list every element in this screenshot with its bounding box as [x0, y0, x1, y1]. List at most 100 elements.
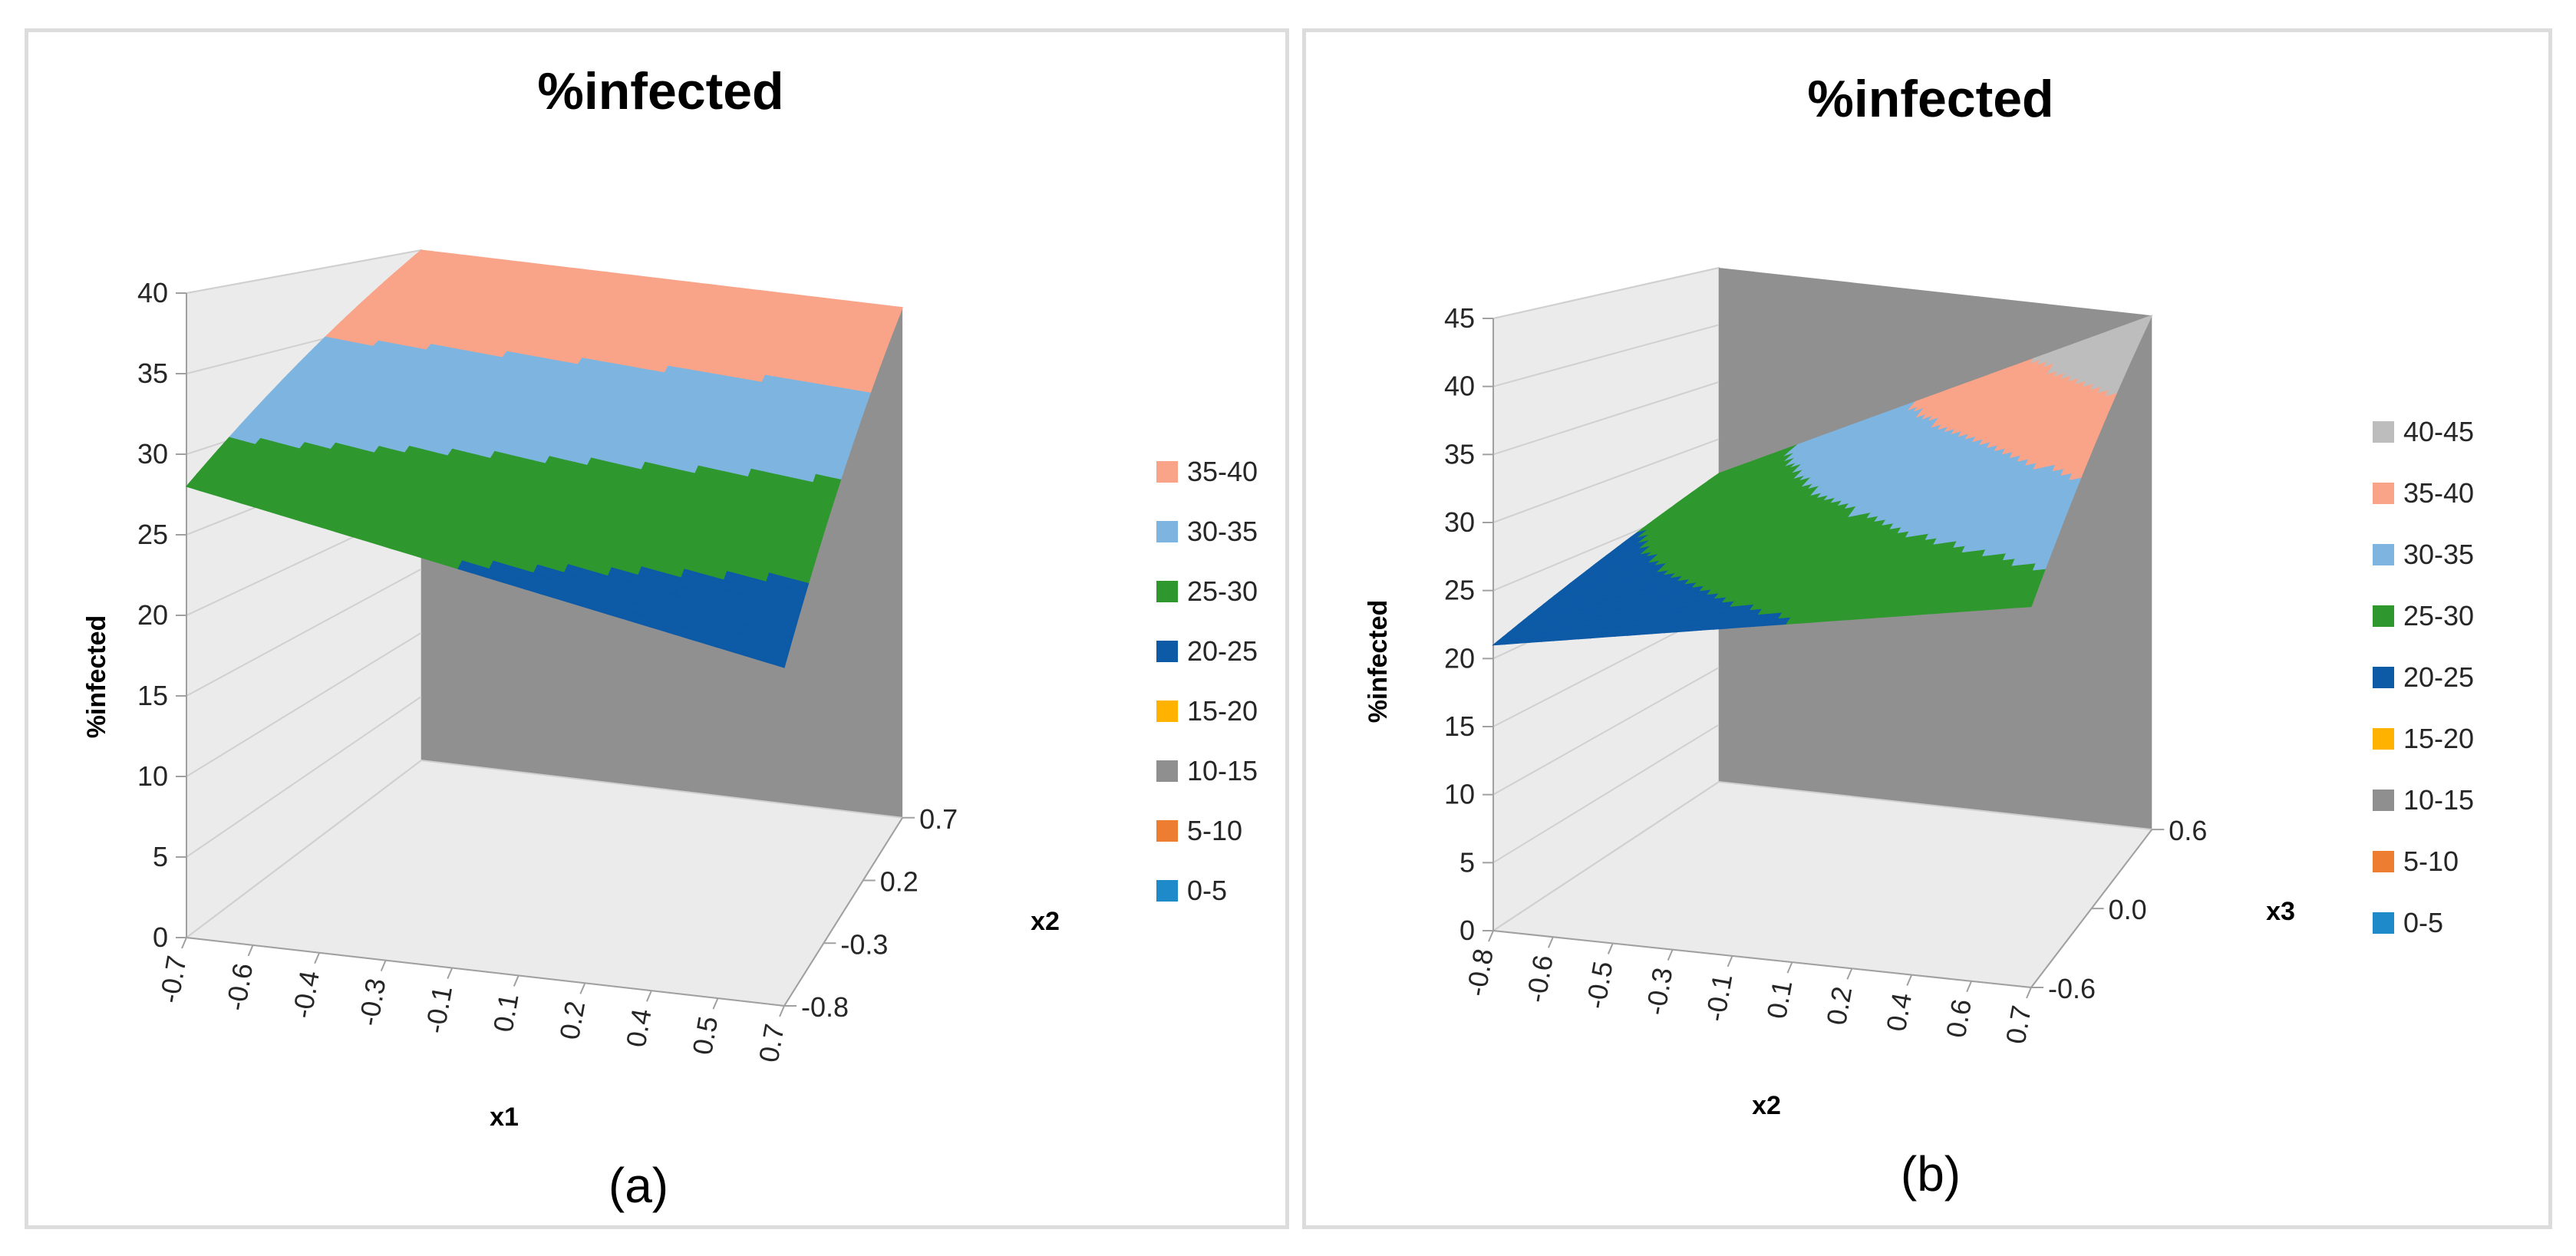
z-tick-label: 30	[137, 438, 168, 470]
y-tick-label: -0.6	[2048, 973, 2096, 1004]
legend-label: 5-10	[1187, 815, 1242, 846]
legend-swatch	[2373, 544, 2394, 565]
x-tick-mark	[579, 982, 586, 994]
x-tick-mark	[247, 944, 254, 957]
x-tick-label: -0.4	[286, 968, 325, 1020]
y-axis-label: x2	[1031, 907, 1060, 936]
x-tick-label: 0.1	[487, 991, 525, 1034]
x-tick-label: -0.6	[1520, 952, 1559, 1004]
x-tick-label: 0.6	[1940, 997, 1977, 1040]
legend-swatch	[2373, 912, 2394, 934]
y-axis-label: x3	[2266, 897, 2295, 926]
legend-label: 30-35	[2403, 539, 2474, 570]
legend-label: 10-15	[2403, 784, 2474, 816]
surface-cell	[2018, 598, 2035, 608]
legend-label: 40-45	[2403, 416, 2474, 447]
x-tick-mark	[1786, 961, 1793, 974]
legend-label: 35-40	[1187, 456, 1258, 487]
x-tick-mark	[712, 997, 719, 1010]
z-tick-label: 10	[137, 760, 168, 792]
panel-caption: (a)	[609, 1158, 668, 1213]
legend-swatch	[2373, 728, 2394, 750]
legend-swatch	[1156, 521, 1178, 542]
legend-label: 15-20	[2403, 723, 2474, 754]
z-gridline	[186, 631, 422, 777]
z-tick-label: 20	[137, 599, 168, 631]
z-gridline	[186, 249, 422, 294]
x-tick-mark	[1607, 943, 1614, 954]
legend-swatch	[2373, 667, 2394, 688]
z-tick-label: 5	[1460, 846, 1475, 878]
chart-title: %infected	[537, 62, 783, 120]
x-tick-label: 0.4	[1880, 991, 1918, 1033]
z-tick-label: 40	[137, 277, 168, 308]
z-gridline	[1492, 381, 1720, 456]
z-axis-label: %infected	[82, 615, 111, 739]
x-axis-line	[1492, 930, 2032, 988]
x-tick-mark	[645, 990, 652, 1002]
chart-title: %infected	[1807, 70, 2053, 128]
z-gridline	[1492, 724, 1720, 864]
legend-swatch	[2373, 483, 2394, 504]
x-tick-mark	[1966, 981, 1973, 993]
x-tick-mark	[1547, 936, 1554, 948]
z-tick-label: 10	[1444, 779, 1475, 810]
panel-caption: (b)	[1901, 1146, 1961, 1202]
legend-label: 20-25	[2403, 661, 2474, 693]
y-tick-label: 0.7	[919, 803, 958, 835]
legend-swatch	[1156, 760, 1178, 782]
z-tick-label: 0	[1460, 915, 1475, 946]
z-tick-label: 0	[153, 921, 168, 953]
legend-swatch	[2373, 421, 2394, 443]
y-tick-label: -0.8	[801, 991, 849, 1023]
z-gridline	[1492, 324, 1720, 387]
x-tick-mark	[1906, 974, 1913, 986]
x-tick-label: 0.2	[1820, 984, 1858, 1027]
legend-label: 15-20	[1187, 695, 1258, 727]
x-tick-label: 0.7	[2000, 1003, 2037, 1046]
y-tick-label: 0.6	[2169, 815, 2207, 846]
z-tick-label: 5	[153, 841, 168, 872]
legend-label: 25-30	[1187, 575, 1258, 607]
x-tick-mark	[513, 975, 519, 987]
z-tick-label: 30	[1444, 506, 1475, 538]
legend-swatch	[1156, 461, 1178, 483]
y-tick-label: 0.2	[880, 866, 919, 898]
z-axis-label: %infected	[1364, 600, 1393, 724]
z-gridline	[186, 760, 422, 938]
z-tick-label: 40	[1444, 371, 1475, 402]
legend-swatch	[1156, 880, 1178, 902]
chart-panel-b: %infected 0 5 10 15 20 25 30 35 40 45 -0.8 -0.6 -0.5-…	[1302, 28, 2552, 1229]
x-tick-label: 0.7	[753, 1021, 790, 1064]
surface-chart-a: %infected 0 5 10 15 20 25 30 35 40 -0.7 -0.6 -0.4 -0.…	[82, 62, 1258, 1213]
y-tick-label: -0.3	[840, 928, 888, 960]
z-gridline	[186, 696, 422, 858]
x-tick-mark	[1488, 930, 1494, 942]
x-tick-mark	[1727, 955, 1733, 968]
legend-swatch	[2373, 790, 2394, 811]
x-tick-label: 0.4	[620, 1006, 658, 1049]
x-tick-label: -0.5	[1580, 959, 1619, 1011]
x-tick-label: 0.1	[1760, 977, 1798, 1020]
legend-label: 0-5	[1187, 875, 1227, 906]
x-tick-mark	[447, 968, 454, 979]
z-tick-label: 25	[1444, 575, 1475, 606]
y-axis-line	[783, 817, 903, 1007]
legend-swatch	[1156, 641, 1178, 662]
x-axis-line	[186, 937, 785, 1007]
x-tick-mark	[1846, 968, 1853, 980]
x-tick-mark	[314, 952, 321, 964]
x-tick-label: -0.1	[419, 984, 458, 1036]
legend-label: 20-25	[1187, 635, 1258, 667]
x-tick-label: -0.6	[219, 961, 259, 1013]
x-tick-mark	[2026, 987, 2032, 999]
z-gridline	[186, 568, 422, 697]
legend-swatch	[1156, 581, 1178, 602]
z-tick-label: 35	[1444, 438, 1475, 470]
x-tick-label: 0.5	[686, 1014, 724, 1057]
legend-swatch	[2373, 605, 2394, 627]
x-tick-label: -0.1	[1699, 971, 1738, 1024]
legend-label: 10-15	[1187, 755, 1258, 786]
z-tick-label: 15	[137, 680, 168, 711]
